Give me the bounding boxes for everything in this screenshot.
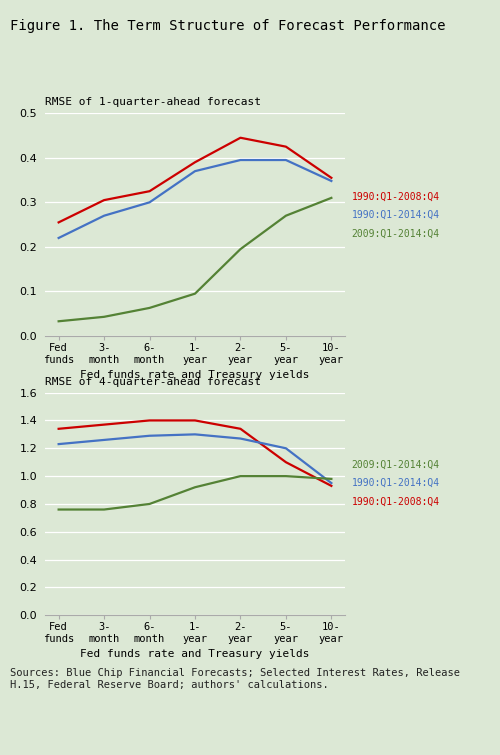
Text: 1990:Q1-2014:Q4: 1990:Q1-2014:Q4 bbox=[352, 478, 440, 488]
X-axis label: Fed funds rate and Treasury yields: Fed funds rate and Treasury yields bbox=[80, 370, 310, 380]
Text: 2009:Q1-2014:Q4: 2009:Q1-2014:Q4 bbox=[352, 229, 440, 239]
Text: RMSE of 4-quarter-ahead forecast: RMSE of 4-quarter-ahead forecast bbox=[45, 377, 261, 387]
X-axis label: Fed funds rate and Treasury yields: Fed funds rate and Treasury yields bbox=[80, 649, 310, 659]
Text: Sources: Blue Chip Financial Forecasts; Selected Interest Rates, Release
H.15, F: Sources: Blue Chip Financial Forecasts; … bbox=[10, 668, 460, 690]
Text: Figure 1. The Term Structure of Forecast Performance: Figure 1. The Term Structure of Forecast… bbox=[10, 19, 446, 33]
Text: 1990:Q1-2014:Q4: 1990:Q1-2014:Q4 bbox=[352, 210, 440, 220]
Text: 1990:Q1-2008:Q4: 1990:Q1-2008:Q4 bbox=[352, 191, 440, 202]
Text: RMSE of 1-quarter-ahead forecast: RMSE of 1-quarter-ahead forecast bbox=[45, 97, 261, 107]
Text: 2009:Q1-2014:Q4: 2009:Q1-2014:Q4 bbox=[352, 459, 440, 470]
Text: 1990:Q1-2008:Q4: 1990:Q1-2008:Q4 bbox=[352, 497, 440, 507]
